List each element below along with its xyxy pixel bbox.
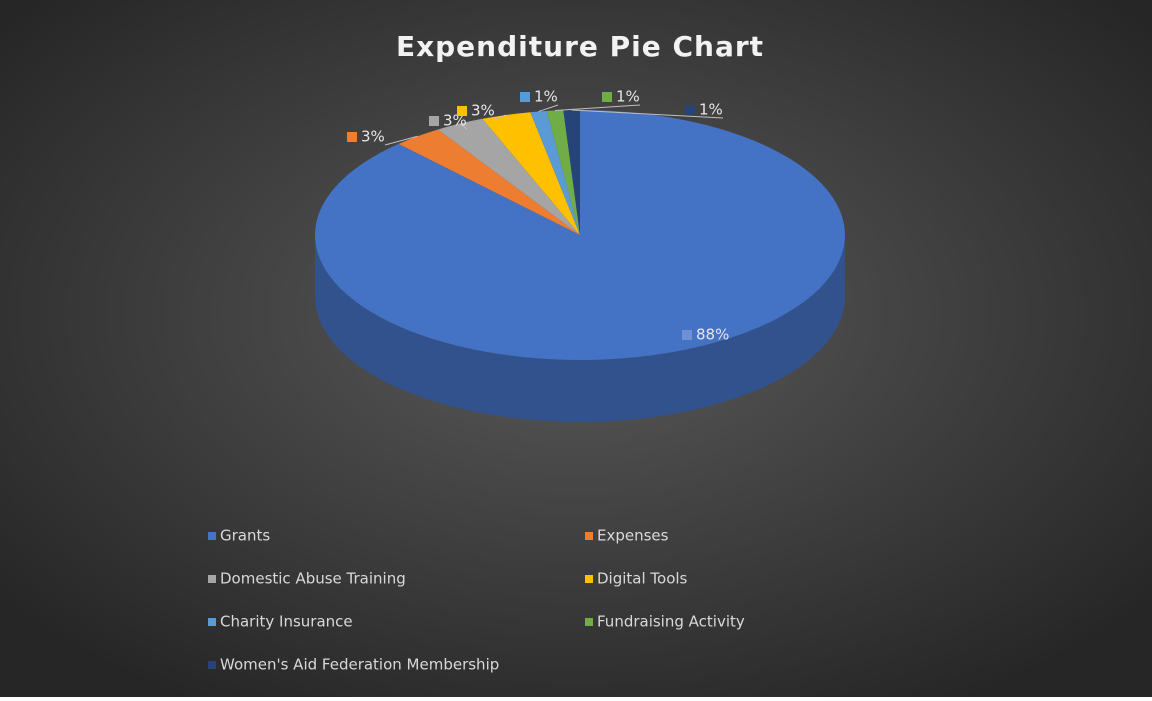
leader-line — [384, 135, 418, 146]
slice — [482, 112, 580, 235]
label-key — [457, 106, 467, 116]
legend-key — [585, 618, 593, 626]
label-key — [602, 92, 612, 102]
legend-key — [585, 532, 593, 540]
legend-key — [208, 661, 216, 669]
leader-line — [494, 114, 507, 120]
legend-key — [585, 575, 593, 583]
leader-line — [555, 104, 641, 112]
legend-label: Digital Tools — [597, 570, 688, 588]
data-label: 3% — [361, 128, 385, 146]
label-key — [520, 92, 530, 102]
slice-side — [315, 235, 845, 422]
label-key — [347, 132, 357, 142]
leader-line — [459, 123, 468, 130]
slice — [563, 110, 580, 235]
legend-label: Domestic Abuse Training — [220, 570, 406, 588]
data-label: 3% — [471, 102, 495, 120]
legend-label: Women's Aid Federation Membership — [220, 656, 499, 674]
slice — [546, 110, 580, 235]
chart-title: Expenditure Pie Chart — [396, 30, 764, 63]
label-key — [429, 116, 439, 126]
legend-label: Charity Insurance — [220, 613, 353, 631]
label-key — [685, 105, 695, 115]
legend-key — [208, 618, 216, 626]
label-key — [682, 330, 692, 340]
legend-label: Expenses — [597, 527, 669, 545]
legend-label: Fundraising Activity — [597, 613, 745, 631]
data-label: 88% — [696, 326, 729, 344]
legend-key — [208, 575, 216, 583]
slice — [398, 129, 580, 235]
legend-key — [208, 532, 216, 540]
leader-line — [571, 109, 724, 119]
data-label: 1% — [616, 88, 640, 106]
slice — [438, 118, 580, 235]
slice — [314, 110, 845, 361]
data-label: 1% — [699, 101, 723, 119]
data-label: 1% — [534, 88, 558, 106]
legend-label: Grants — [220, 527, 270, 545]
leader-line — [538, 104, 559, 113]
slice — [530, 110, 580, 235]
